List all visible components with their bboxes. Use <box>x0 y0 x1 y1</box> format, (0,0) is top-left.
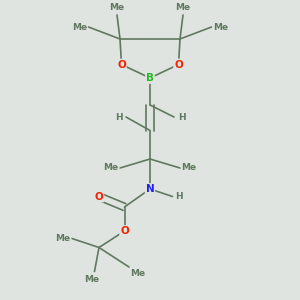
Text: Me: Me <box>213 22 228 32</box>
Text: H: H <box>178 112 185 122</box>
Text: H: H <box>175 192 182 201</box>
Text: Me: Me <box>130 268 146 278</box>
Text: Me: Me <box>110 3 124 12</box>
Text: O: O <box>117 59 126 70</box>
Text: Me: Me <box>84 274 99 284</box>
Text: Me: Me <box>176 3 190 12</box>
Text: O: O <box>120 226 129 236</box>
Text: O: O <box>94 191 103 202</box>
Text: H: H <box>115 112 122 122</box>
Text: Me: Me <box>182 164 196 172</box>
Text: B: B <box>146 73 154 83</box>
Text: Me: Me <box>103 164 118 172</box>
Text: Me: Me <box>72 22 87 32</box>
Text: N: N <box>146 184 154 194</box>
Text: Me: Me <box>56 234 70 243</box>
Text: O: O <box>174 59 183 70</box>
